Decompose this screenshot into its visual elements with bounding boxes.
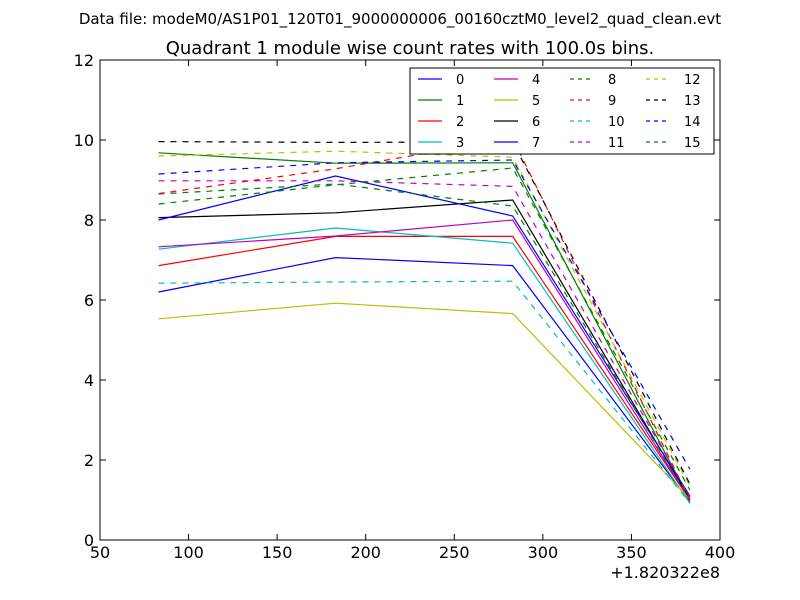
legend-label-4: 4 bbox=[532, 73, 540, 88]
legend-label-15: 15 bbox=[684, 136, 701, 151]
series-line-14 bbox=[158, 159, 691, 470]
series-line-8 bbox=[158, 183, 691, 501]
legend-label-14: 14 bbox=[684, 115, 701, 130]
plot-lines bbox=[158, 137, 691, 504]
legend-label-7: 7 bbox=[532, 136, 540, 151]
series-line-6 bbox=[158, 199, 691, 500]
x-offset-label: +1.820322e8 bbox=[610, 563, 720, 582]
x-tick-label: 200 bbox=[350, 543, 381, 562]
legend-label-13: 13 bbox=[684, 94, 701, 109]
legend-label-2: 2 bbox=[456, 115, 464, 130]
legend-label-0: 0 bbox=[456, 73, 464, 88]
legend-label-12: 12 bbox=[684, 73, 701, 88]
legend-label-6: 6 bbox=[532, 115, 540, 130]
series-line-0 bbox=[158, 256, 691, 503]
y-tick-label: 12 bbox=[74, 51, 94, 70]
y-tick-label: 0 bbox=[84, 531, 94, 550]
figure-suptitle: Data file: modeM0/AS1P01_120T01_90000000… bbox=[79, 10, 721, 29]
series-line-13 bbox=[158, 141, 691, 485]
series-line-11 bbox=[158, 180, 691, 498]
series-line-7 bbox=[158, 175, 691, 497]
y-tick-label: 10 bbox=[74, 131, 94, 150]
series-line-15 bbox=[158, 167, 691, 491]
legend-box bbox=[409, 67, 715, 155]
legend-label-8: 8 bbox=[608, 73, 616, 88]
y-tick-label: 8 bbox=[84, 211, 94, 230]
series-line-2 bbox=[158, 235, 691, 501]
x-tick-label: 50 bbox=[90, 543, 110, 562]
series-line-4 bbox=[158, 219, 691, 501]
legend-label-1: 1 bbox=[456, 94, 464, 109]
x-tick-label: 100 bbox=[173, 543, 204, 562]
legend-label-3: 3 bbox=[456, 136, 464, 151]
x-tick-label: 400 bbox=[705, 543, 736, 562]
x-tick-label: 300 bbox=[528, 543, 559, 562]
y-tick-label: 4 bbox=[84, 371, 94, 390]
series-line-1 bbox=[158, 152, 691, 501]
chart-title: Quadrant 1 module wise count rates with … bbox=[166, 38, 655, 59]
y-tick-label: 2 bbox=[84, 451, 94, 470]
x-tick-label: 150 bbox=[262, 543, 293, 562]
legend-label-5: 5 bbox=[532, 94, 540, 109]
series-line-3 bbox=[158, 227, 691, 504]
legend-label-10: 10 bbox=[608, 115, 625, 130]
legend-label-9: 9 bbox=[608, 94, 616, 109]
series-line-12 bbox=[158, 150, 691, 487]
y-tick-label: 6 bbox=[84, 291, 94, 310]
series-line-5 bbox=[158, 302, 691, 500]
series-line-10 bbox=[158, 280, 691, 504]
legend-label-11: 11 bbox=[608, 136, 625, 151]
x-tick-label: 250 bbox=[439, 543, 470, 562]
series-line-9 bbox=[158, 137, 691, 501]
x-tick-label: 350 bbox=[616, 543, 647, 562]
